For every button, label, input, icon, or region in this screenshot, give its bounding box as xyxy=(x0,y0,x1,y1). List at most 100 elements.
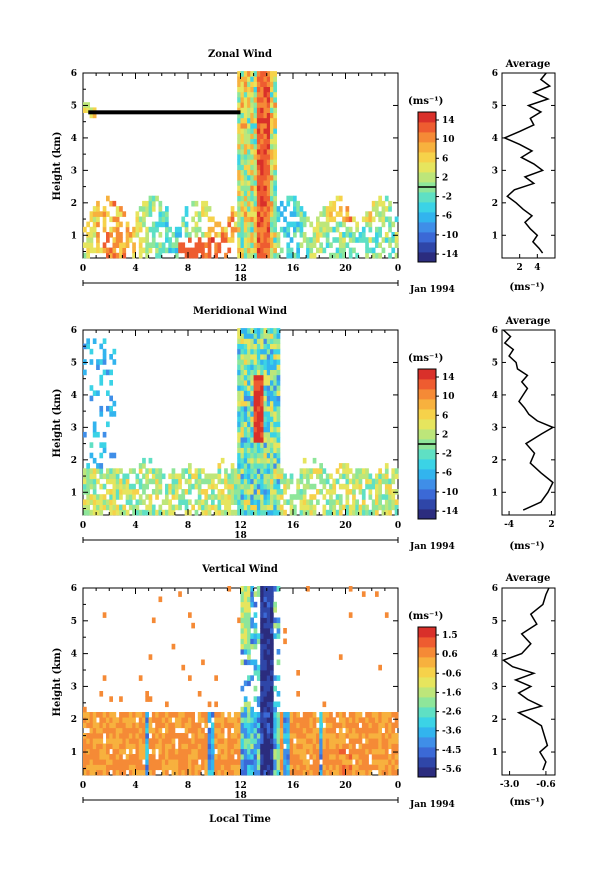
heatmap-cell xyxy=(99,247,104,254)
heatmap-cell xyxy=(273,242,277,248)
heatmap-cell xyxy=(158,759,163,765)
heatmap-cell xyxy=(338,473,343,480)
heatmap-cell xyxy=(250,338,254,344)
heatmap-cell xyxy=(99,691,104,697)
heatmap-cell xyxy=(237,478,241,485)
heatmap-cell xyxy=(220,738,225,744)
heatmap-cell xyxy=(276,390,281,396)
heatmap-cell xyxy=(237,206,241,212)
heatmap-cell xyxy=(253,463,258,469)
heatmap-cell xyxy=(342,733,346,739)
heatmap-cell xyxy=(358,509,363,516)
heatmap-cell xyxy=(342,216,346,223)
heatmap-cell xyxy=(286,722,291,729)
heatmap-cell xyxy=(138,675,143,681)
heatmap-cell xyxy=(253,200,258,207)
colorbar-swatch xyxy=(418,459,436,470)
heatmap-cell xyxy=(237,499,241,505)
heatmap-cell xyxy=(96,494,100,500)
heatmap-cell xyxy=(270,769,274,776)
heatmap-cell xyxy=(240,200,245,207)
heatmap-cell xyxy=(365,237,369,243)
x-tick-label: 8 xyxy=(185,781,191,791)
heatmap-cell xyxy=(352,727,356,734)
heatmap-cell xyxy=(112,237,117,243)
heatmap-cell xyxy=(260,185,264,191)
heatmap-cell xyxy=(256,364,261,370)
heatmap-cell xyxy=(102,764,107,771)
heatmap-cell xyxy=(240,107,245,113)
heatmap-cell xyxy=(270,591,274,597)
heatmap-cell xyxy=(237,722,241,729)
heatmap-cell xyxy=(217,748,222,755)
heatmap-cell xyxy=(276,416,281,422)
heatmap-cell xyxy=(145,691,149,697)
heatmap-cell xyxy=(145,748,149,755)
heatmap-cell xyxy=(260,733,264,739)
heatmap-cell xyxy=(312,733,317,739)
heatmap-cell xyxy=(204,733,209,739)
heatmap-cell xyxy=(270,348,274,355)
heatmap-cell xyxy=(92,390,97,396)
heatmap-cell xyxy=(263,174,268,181)
heatmap-cell xyxy=(224,722,228,729)
heatmap-cell xyxy=(342,252,346,259)
heatmap-cell xyxy=(237,727,241,734)
heatmap-cell xyxy=(270,328,274,334)
heatmap-cell xyxy=(122,733,127,739)
heatmap-cell xyxy=(286,200,291,207)
heatmap-cell xyxy=(227,727,232,734)
heatmap-cell xyxy=(270,473,274,480)
heatmap-cell xyxy=(151,221,156,228)
heatmap-cell xyxy=(237,328,241,334)
heatmap-cell xyxy=(338,743,343,750)
average-profile-line xyxy=(501,587,550,771)
heatmap-cell xyxy=(86,764,90,771)
heatmap-cell xyxy=(384,463,389,469)
heatmap-cell xyxy=(240,612,245,618)
heatmap-cell xyxy=(214,252,218,259)
heatmap-cell xyxy=(338,252,343,259)
heatmap-cell xyxy=(384,722,389,729)
heatmap-cell xyxy=(260,483,264,490)
heatmap-cell xyxy=(316,748,320,755)
heatmap-cell xyxy=(322,759,327,765)
heatmap-cell xyxy=(270,242,274,248)
heatmap-cell xyxy=(247,504,251,511)
heatmap-cell xyxy=(119,769,123,776)
heatmap-cell xyxy=(270,247,274,254)
heatmap-cell xyxy=(302,509,307,516)
heatmap-cell xyxy=(329,499,333,505)
heatmap-cell xyxy=(243,364,248,370)
heatmap-cell xyxy=(332,764,337,771)
heatmap-cell xyxy=(181,473,186,480)
heatmap-cell xyxy=(145,206,149,212)
heatmap-cell xyxy=(283,764,287,771)
heatmap-cell xyxy=(247,148,251,155)
heatmap-cell xyxy=(306,237,310,243)
heatmap-cell xyxy=(325,221,330,228)
heatmap-cell xyxy=(227,483,232,490)
y-tick-label: 2 xyxy=(71,715,77,725)
heatmap-cell xyxy=(263,712,268,718)
heatmap-cell xyxy=(253,442,258,448)
heatmap-cell xyxy=(174,712,179,718)
heatmap-cell xyxy=(332,489,337,495)
average-y-tick-label: 5 xyxy=(492,101,498,111)
heatmap-cell xyxy=(263,390,268,396)
heatmap-cell xyxy=(191,483,195,490)
heatmap-cell xyxy=(348,468,353,474)
heatmap-cell xyxy=(348,586,353,592)
heatmap-cell xyxy=(260,738,264,744)
heatmap-cell xyxy=(112,754,117,760)
heatmap-cell xyxy=(381,237,386,243)
heatmap-cell xyxy=(263,400,268,407)
heatmap-cell xyxy=(243,97,248,103)
heatmap-cell xyxy=(142,764,146,771)
heatmap-cell xyxy=(253,164,258,171)
average-x-tick-label: 2 xyxy=(517,263,523,273)
heatmap-cell xyxy=(273,727,277,734)
heatmap-cell xyxy=(220,759,225,765)
heatmap-cell xyxy=(270,691,274,697)
heatmap-cell xyxy=(273,759,277,765)
